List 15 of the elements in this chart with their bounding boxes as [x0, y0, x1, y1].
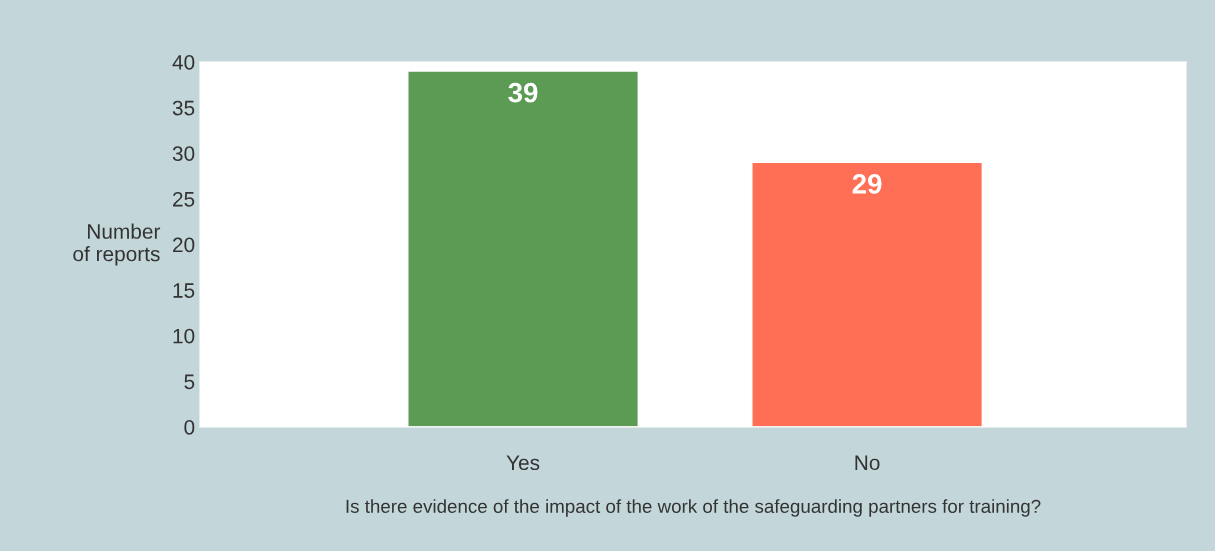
- y-tick-label: 15: [173, 283, 195, 298]
- y-tick-label: 30: [172, 146, 195, 161]
- y-tick-label: 25: [173, 191, 195, 207]
- data-label: 39: [508, 82, 538, 103]
- y-tick-label: 35: [172, 100, 195, 116]
- x-tick-label: Yes: [506, 455, 540, 471]
- y-tick-label: 10: [173, 328, 195, 344]
- y-tick-label: 5: [184, 374, 195, 390]
- y-tick-label: 20: [173, 237, 195, 253]
- y-tick-label: 0: [184, 420, 195, 435]
- y-tick-label: 40: [172, 55, 195, 70]
- x-axis-title: Is there evidence of the impact of the work of the safeguarding partners for training?: [346, 499, 1041, 517]
- data-label: 29: [852, 174, 882, 194]
- x-tick-label: No: [855, 455, 880, 471]
- y-axis-title: Number of reports: [73, 223, 161, 266]
